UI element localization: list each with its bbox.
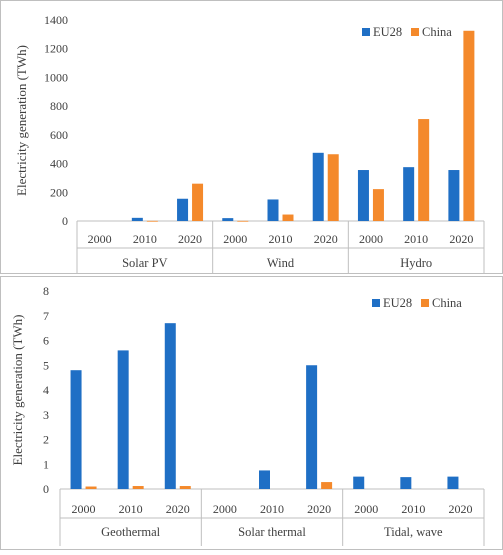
bottom-category-label: 2020 bbox=[448, 502, 472, 516]
top-y-axis-label: Electricity generation (TWh) bbox=[14, 45, 29, 196]
bottom-y-tick-label: 6 bbox=[43, 334, 49, 348]
bottom-category-label: 2010 bbox=[119, 502, 143, 516]
top-bar-china bbox=[146, 220, 158, 222]
bottom-bar-china bbox=[132, 486, 144, 489]
top-category-label: 2010 bbox=[133, 232, 157, 246]
top-category-label: 2020 bbox=[449, 232, 473, 246]
top-bar-eu28 bbox=[448, 170, 460, 221]
bottom-bar-eu28 bbox=[164, 323, 176, 489]
top-category-label: 2000 bbox=[88, 232, 112, 246]
bottom-category-label: 2010 bbox=[401, 502, 425, 516]
bottom-category-label: 2010 bbox=[260, 502, 284, 516]
bottom-legend-swatch-eu28 bbox=[372, 299, 380, 307]
top-bar-eu28 bbox=[312, 152, 324, 221]
bottom-bar-eu28 bbox=[259, 470, 270, 489]
top-category-label: 2000 bbox=[223, 232, 247, 246]
top-y-tick-label: 200 bbox=[50, 185, 68, 199]
bottom-bar-eu28 bbox=[70, 370, 82, 489]
bottom-y-axis-label: Electricity generation (TWh) bbox=[10, 315, 25, 466]
top-bar-eu28 bbox=[403, 167, 415, 221]
bottom-group-label: Geothermal bbox=[101, 525, 161, 539]
top-bar-china bbox=[192, 183, 204, 221]
bottom-y-tick-label: 7 bbox=[43, 309, 49, 323]
top-bar-china bbox=[327, 154, 339, 221]
bottom-legend-swatch-china bbox=[421, 299, 429, 307]
bottom-bar-eu28 bbox=[117, 350, 129, 489]
bottom-bar-eu28 bbox=[447, 476, 459, 489]
top-category-label: 2020 bbox=[314, 232, 338, 246]
bottom-category-label: 2020 bbox=[307, 502, 331, 516]
top-y-tick-label: 800 bbox=[50, 99, 68, 113]
top-group-label: Hydro bbox=[400, 256, 432, 270]
top-category-label: 2010 bbox=[404, 232, 428, 246]
bottom-category-label: 2020 bbox=[166, 502, 190, 516]
top-y-tick-label: 0 bbox=[62, 214, 68, 228]
top-bar-china bbox=[418, 119, 430, 221]
top-bar-eu28 bbox=[177, 198, 189, 221]
top-bar-china bbox=[463, 30, 475, 222]
bottom-y-tick-label: 0 bbox=[43, 482, 49, 496]
top-bar-china bbox=[237, 220, 249, 222]
bottom-y-tick-label: 4 bbox=[43, 383, 49, 397]
top-bar-china bbox=[282, 214, 294, 221]
bottom-group-label: Solar thermal bbox=[238, 525, 306, 539]
top-y-tick-label: 400 bbox=[50, 157, 68, 171]
bottom-y-tick-label: 1 bbox=[43, 457, 49, 471]
top-bar-eu28 bbox=[131, 217, 143, 221]
top-bar-china bbox=[372, 189, 384, 221]
top-y-tick-label: 1200 bbox=[44, 42, 68, 56]
bottom-bar-eu28 bbox=[400, 477, 412, 489]
top-y-tick-label: 1000 bbox=[44, 70, 68, 84]
bottom-category-label: 2000 bbox=[72, 502, 96, 516]
top-category-label: 2020 bbox=[178, 232, 202, 246]
top-legend-swatch-eu28 bbox=[362, 28, 370, 36]
top-y-tick-label: 600 bbox=[50, 128, 68, 142]
bottom-y-tick-label: 2 bbox=[43, 433, 49, 447]
top-category-label: 2000 bbox=[359, 232, 383, 246]
top-bar-eu28 bbox=[357, 170, 369, 221]
bottom-bar-china bbox=[179, 486, 191, 489]
bottom-group-label: Tidal, wave bbox=[384, 525, 443, 539]
top-bar-eu28 bbox=[267, 199, 279, 221]
top-legend-label-china: China bbox=[422, 25, 452, 39]
bottom-bar-eu28 bbox=[353, 476, 365, 489]
top-group-label: Solar PV bbox=[122, 256, 168, 270]
top-y-tick-label: 1400 bbox=[44, 13, 68, 27]
bottom-y-tick-label: 5 bbox=[43, 358, 49, 372]
bottom-legend-label-china: China bbox=[432, 296, 462, 310]
bottom-y-tick-label: 8 bbox=[43, 284, 49, 298]
top-group-label: Wind bbox=[267, 256, 295, 270]
top-legend-label-eu28: EU28 bbox=[373, 25, 402, 39]
top-legend-swatch-china bbox=[411, 28, 419, 36]
bottom-legend-label-eu28: EU28 bbox=[383, 296, 412, 310]
top-bar-eu28 bbox=[222, 218, 234, 221]
bottom-bar-china bbox=[85, 486, 97, 489]
top-category-label: 2010 bbox=[269, 232, 293, 246]
bottom-bar-eu28 bbox=[306, 365, 318, 489]
bottom-category-label: 2000 bbox=[354, 502, 378, 516]
bottom-bar-china bbox=[321, 482, 333, 489]
bottom-category-label: 2000 bbox=[213, 502, 237, 516]
bottom-y-tick-label: 3 bbox=[43, 408, 49, 422]
